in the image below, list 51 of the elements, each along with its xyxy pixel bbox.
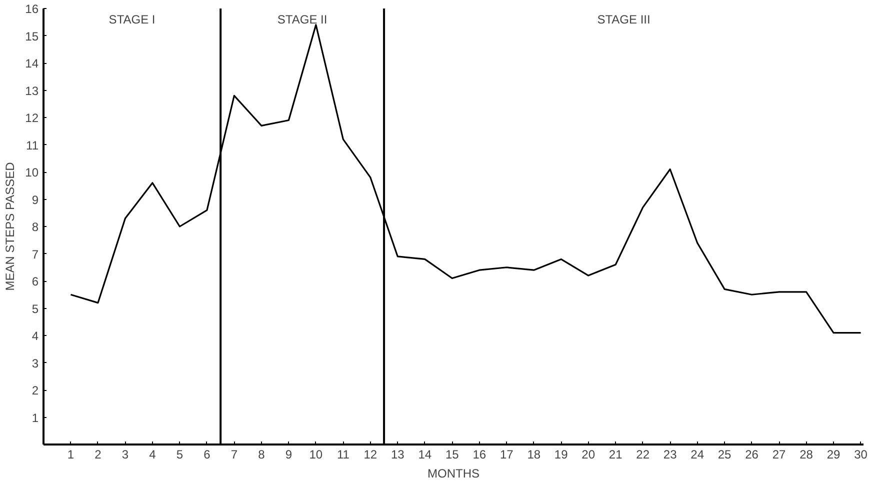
x-tick-label: 17	[500, 448, 514, 462]
y-tick-label: 6	[32, 274, 39, 288]
annotation: STAGE II	[277, 12, 328, 26]
x-tick-label: 10	[309, 448, 323, 462]
x-tick-label: 11	[336, 448, 350, 462]
x-tick-label: 5	[176, 448, 184, 462]
x-tick-label: 26	[745, 448, 759, 462]
y-tick-label: 8	[32, 220, 39, 234]
y-tick-label: 5	[32, 302, 39, 316]
y-tick-label: 16	[25, 2, 39, 16]
y-axis-title: MEAN STEPS PASSED	[3, 162, 18, 291]
x-tick-label: 29	[826, 448, 841, 462]
y-tick-label: 7	[32, 247, 39, 262]
x-tick-label: 2	[94, 448, 102, 462]
x-tick-label: 1	[67, 448, 74, 462]
x-tick-label: 9	[285, 448, 292, 462]
x-tick-label: 15	[445, 448, 460, 462]
y-tick-label: 12	[25, 111, 39, 125]
x-tick-label: 25	[718, 448, 732, 462]
x-tick-label: 13	[390, 448, 405, 462]
x-tick-label: 3	[122, 448, 129, 462]
y-tick-label: 3	[32, 356, 39, 370]
x-tick-label: 19	[554, 448, 568, 462]
y-tick-label: 4	[32, 329, 39, 343]
x-axis-title: MONTHS	[428, 466, 480, 480]
x-tick-label: 6	[204, 448, 211, 462]
x-tick-label: 22	[636, 448, 650, 462]
x-tick-label: 27	[772, 448, 786, 462]
y-tick-label: 2	[32, 384, 39, 398]
x-tick-label: 18	[527, 448, 541, 462]
x-tick-label: 30	[854, 448, 868, 462]
x-tick-label: 14	[418, 448, 432, 462]
y-tick-label: 13	[25, 84, 39, 98]
x-tick-label: 8	[258, 448, 266, 462]
x-tick-label: 24	[690, 448, 704, 462]
x-tick-label: 23	[663, 448, 678, 462]
annotation: STAGE III	[597, 12, 650, 26]
y-tick-label: 11	[26, 138, 39, 152]
x-tick-label: 20	[582, 448, 596, 462]
annotation: STAGE I	[108, 12, 156, 26]
x-tick-label: 7	[230, 448, 238, 462]
x-tick-label: 21	[608, 448, 623, 462]
x-tick-label: 28	[800, 448, 814, 462]
y-tick-label: 10	[25, 166, 39, 180]
y-tick-label: 15	[25, 29, 39, 44]
y-tick-label: 9	[32, 192, 39, 207]
y-tick-label: 14	[25, 56, 39, 70]
x-tick-label: 12	[364, 448, 378, 462]
x-tick-label: 16	[472, 448, 486, 462]
x-tick-label: 4	[149, 448, 156, 462]
y-tick-label: 1	[32, 410, 39, 425]
